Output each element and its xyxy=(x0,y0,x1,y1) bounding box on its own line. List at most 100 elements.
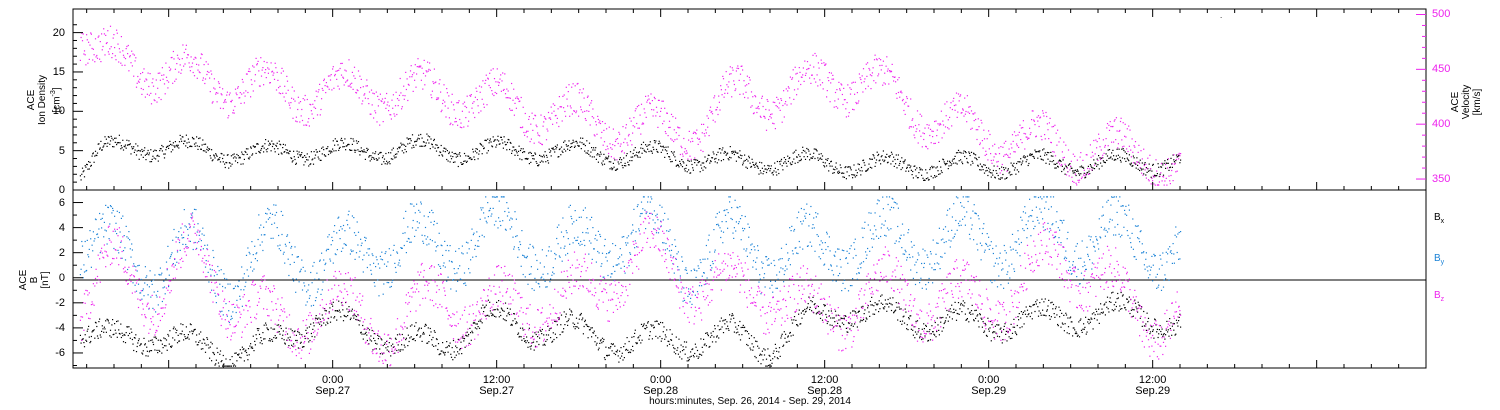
velocity-point xyxy=(116,29,118,31)
bx-point xyxy=(872,313,874,315)
ion-density-point xyxy=(395,156,397,158)
ion-density-point xyxy=(108,136,110,138)
bx-point xyxy=(843,317,845,319)
velocity-point xyxy=(969,106,971,108)
bx-point xyxy=(860,306,863,308)
velocity-point xyxy=(862,68,865,70)
velocity-point xyxy=(871,75,873,77)
ion-density-point xyxy=(1014,167,1016,169)
bx-point xyxy=(631,336,633,338)
ion-density-point xyxy=(163,153,165,155)
bx-point xyxy=(937,324,939,326)
ion-density-point xyxy=(1133,157,1135,159)
ion-density-point xyxy=(1127,158,1129,161)
velocity-point xyxy=(514,102,516,104)
ion-density-point xyxy=(1147,170,1150,172)
velocity-point xyxy=(327,86,329,88)
bx-point xyxy=(375,348,377,350)
ion-density-point xyxy=(563,141,565,143)
velocity-point xyxy=(292,117,294,119)
velocity-point xyxy=(852,108,854,110)
bx-point xyxy=(288,339,291,341)
bx-point xyxy=(1090,317,1092,319)
bx-point xyxy=(1082,328,1084,330)
bx-point xyxy=(255,334,257,336)
bx-point xyxy=(240,357,242,359)
ion-density-point xyxy=(266,151,268,153)
velocity-point xyxy=(725,71,727,73)
ion-density-point xyxy=(1154,174,1156,176)
ion-density-point xyxy=(671,160,673,163)
velocity-point xyxy=(817,62,819,64)
ion-density-point xyxy=(222,157,224,160)
ion-density-point xyxy=(1064,173,1066,175)
velocity-point xyxy=(1070,165,1072,167)
ion-density-point xyxy=(528,152,530,154)
ion-density-point xyxy=(645,144,647,146)
ion-density-point xyxy=(973,153,975,155)
velocity-point xyxy=(192,71,194,74)
bx-point xyxy=(936,317,938,319)
velocity-point xyxy=(546,128,548,130)
ion-density-point xyxy=(187,138,189,140)
velocity-point xyxy=(565,86,567,88)
velocity-point xyxy=(452,124,454,126)
velocity-point xyxy=(259,85,261,87)
velocity-point xyxy=(500,74,502,76)
ion-density-point xyxy=(880,156,882,158)
ion-density-point xyxy=(394,157,396,159)
bx-point xyxy=(781,333,783,335)
velocity-point xyxy=(476,90,478,92)
ion-density-point xyxy=(965,152,967,154)
ion-density-point xyxy=(623,165,625,167)
bx-point xyxy=(357,314,359,316)
ion-density-point xyxy=(945,163,947,165)
velocity-point xyxy=(589,124,591,126)
ion-density-point xyxy=(1088,170,1090,172)
velocity-point xyxy=(525,131,527,134)
ion-density-point xyxy=(662,149,664,151)
bx-point xyxy=(1093,317,1096,320)
velocity-point xyxy=(133,75,135,77)
ion-density-point xyxy=(440,151,442,154)
by-point xyxy=(111,212,113,214)
velocity-point xyxy=(351,82,353,84)
ion-density-point xyxy=(79,175,81,177)
bx-point xyxy=(594,341,596,343)
ion-density-point xyxy=(981,165,983,167)
bx-point xyxy=(1106,296,1109,298)
bx-point xyxy=(1048,299,1050,301)
velocity-point xyxy=(902,98,904,101)
velocity-point xyxy=(528,116,530,118)
velocity-point xyxy=(230,101,232,103)
bx-point xyxy=(294,330,296,332)
bx-point xyxy=(1113,310,1115,312)
ion-density-point xyxy=(443,147,445,149)
ion-density-point xyxy=(201,144,203,146)
velocity-point xyxy=(597,115,599,117)
bx-point xyxy=(714,325,716,327)
bx-point xyxy=(865,317,867,319)
ion-density-point xyxy=(1108,157,1110,160)
bx-point xyxy=(602,340,604,343)
velocity-point xyxy=(1093,164,1096,166)
bx-point xyxy=(1103,304,1105,306)
ion-density-point xyxy=(1048,163,1050,165)
bx-point xyxy=(895,309,897,311)
bx-point xyxy=(813,304,815,306)
velocity-point xyxy=(206,70,209,73)
bx-point xyxy=(635,342,637,344)
velocity-point xyxy=(90,33,92,35)
velocity-point xyxy=(966,95,968,97)
bx-point xyxy=(1157,336,1159,339)
ion-density-point xyxy=(859,170,861,172)
bx-point xyxy=(1161,328,1163,330)
velocity-point xyxy=(983,138,986,140)
bx-point xyxy=(720,317,722,319)
ion-density-point xyxy=(86,164,88,166)
bx-point xyxy=(1030,306,1032,308)
bx-point xyxy=(651,338,653,340)
bx-point xyxy=(329,321,332,323)
velocity-point xyxy=(647,95,649,97)
velocity-point xyxy=(206,73,208,76)
